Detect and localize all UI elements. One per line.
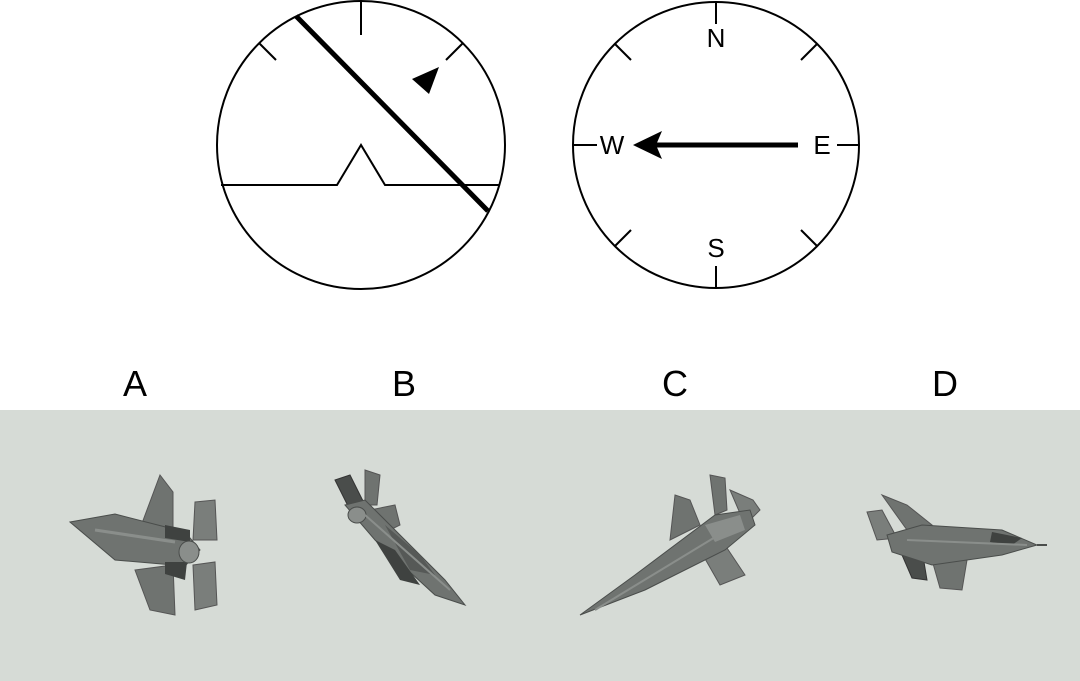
compass-label-w: W bbox=[600, 130, 625, 160]
attitude-tick-left bbox=[258, 42, 277, 61]
aircraft-option-b[interactable] bbox=[325, 465, 475, 615]
aircraft-options-panel bbox=[0, 410, 1080, 681]
compass: N S W E bbox=[572, 1, 860, 289]
compass-tick-ne bbox=[800, 43, 818, 61]
attitude-tick-right bbox=[445, 42, 464, 61]
compass-tick-se bbox=[800, 229, 818, 247]
fighter-jet-icon bbox=[334, 469, 467, 607]
fighter-jet-icon bbox=[866, 493, 1047, 591]
option-label-a: A bbox=[122, 363, 147, 404]
aircraft-reference-symbol bbox=[221, 143, 500, 186]
compass-tick-nw bbox=[614, 43, 632, 61]
aircraft-option-d[interactable] bbox=[862, 490, 1052, 600]
option-label-c: C bbox=[662, 363, 688, 404]
sky-pointer-icon bbox=[412, 67, 439, 94]
heading-arrow-icon bbox=[633, 131, 662, 159]
compass-label-e: E bbox=[813, 130, 830, 160]
fighter-jet-icon bbox=[68, 473, 218, 616]
compass-label-s: S bbox=[707, 233, 724, 263]
option-label-d: D bbox=[932, 363, 958, 404]
attitude-indicator bbox=[216, 0, 506, 290]
aircraft-option-a[interactable] bbox=[65, 470, 225, 625]
aircraft-option-c[interactable] bbox=[575, 470, 785, 625]
compass-label-n: N bbox=[707, 23, 726, 53]
horizon-line bbox=[294, 14, 490, 213]
compass-tick-sw bbox=[614, 229, 632, 247]
instrument-panel: N S W E bbox=[216, 0, 860, 290]
option-label-b: B bbox=[391, 363, 416, 404]
fighter-jet-icon bbox=[579, 474, 761, 616]
